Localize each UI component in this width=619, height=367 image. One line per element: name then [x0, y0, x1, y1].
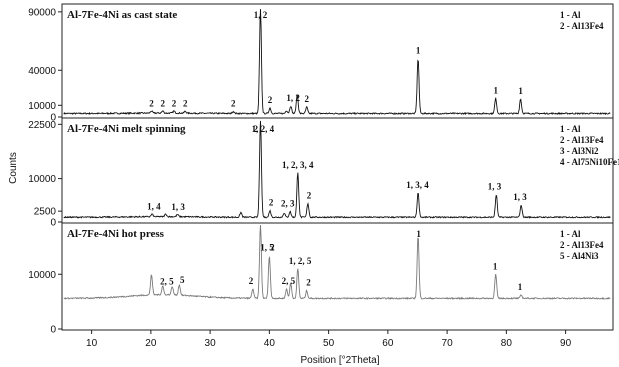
peak-label: 2 [249, 276, 254, 286]
y-tick-label: 10000 [28, 270, 56, 281]
peak-label: 1, 2, 3, 4 [282, 160, 314, 170]
x-tick-label: 30 [205, 338, 217, 349]
legend-entry: 2 - Al13Fe4 [560, 135, 604, 145]
peak-label: 2 [270, 243, 275, 253]
y-tick-label: 40000 [28, 66, 56, 77]
peak-label: 1, 2, 5 [289, 256, 312, 266]
y-tick-label: 10000 [28, 101, 56, 112]
legend-entry: 1 - Al [560, 229, 581, 239]
x-tick-label: 10 [86, 338, 98, 349]
peak-label: 1, 5 [260, 243, 274, 253]
peak-label: 2 [149, 98, 154, 108]
legend-entry: 2 - Al13Fe4 [560, 21, 604, 31]
y-tick-label: 0 [50, 113, 56, 124]
xrd-series-line [63, 9, 611, 116]
peak-label: 1, 2 [254, 10, 268, 20]
peak-label: 2 [306, 278, 311, 288]
peak-label: 2 [253, 124, 258, 134]
x-tick-label: 20 [145, 338, 157, 349]
peak-label: 2 [269, 198, 274, 208]
peak-label: 2 [160, 99, 165, 109]
peak-label: 1, 3 [488, 182, 502, 192]
peak-label: 1, 3 [171, 202, 185, 212]
legend-entry: 1 - Al [560, 124, 581, 134]
peak-label: 1 [493, 85, 498, 95]
panel-title: Al-7Fe-4Ni as cast state [67, 9, 177, 21]
y-tick-label: 0 [50, 325, 56, 336]
x-tick-label: 50 [323, 338, 335, 349]
peak-label: 1, 4 [147, 202, 161, 212]
peak-label: 1 [518, 86, 523, 96]
legend-entry: 4 - Al75Ni10Fe15 [560, 157, 619, 167]
peak-label: 1 [518, 282, 523, 292]
x-tick-label: 80 [501, 338, 513, 349]
y-tick-label: 22500 [28, 120, 56, 131]
peak-label: 2, 5 [160, 277, 174, 287]
peak-label: 1 [416, 46, 421, 56]
peak-label: 2 [307, 190, 312, 200]
legend-entry: 1 - Al [560, 10, 581, 20]
y-axis-label: Counts [8, 152, 19, 184]
peak-label: 2 [172, 98, 177, 108]
peak-label: 1 [416, 229, 421, 239]
panel-title: Al-7Fe-4Ni hot press [67, 228, 165, 240]
peak-label: 1, 3 [513, 192, 527, 202]
legend-entry: 5 - Al4Ni3 [560, 251, 599, 261]
legend-entry: 2 - Al13Fe4 [560, 240, 604, 250]
peak-label: 2 [231, 98, 236, 108]
peak-label: 2 [183, 99, 188, 109]
x-tick-label: 70 [442, 338, 454, 349]
peak-label: 2 [268, 95, 273, 105]
peak-label: 2, 5 [282, 276, 296, 286]
plot-frame [61, 3, 614, 331]
peak-label: 1 [493, 261, 498, 271]
panel-title: Al-7Fe-4Ni melt spinning [67, 123, 186, 135]
peak-label: 1, 2 [286, 93, 300, 103]
legend-entry: 3 - Al3Ni2 [560, 146, 599, 156]
peak-label: 2, 3 [281, 199, 295, 209]
x-tick-label: 90 [560, 338, 572, 349]
xrd-series-line [63, 224, 611, 300]
y-tick-label: 10000 [28, 174, 56, 185]
y-tick-label: 90000 [28, 7, 56, 18]
xrd-series-line [63, 120, 611, 219]
x-axis-label: Position [°2Theta] [300, 355, 379, 366]
x-tick-label: 60 [382, 338, 394, 349]
y-tick-label: 0 [50, 218, 56, 229]
peak-label: 2 [304, 94, 309, 104]
peak-label: 5 [180, 275, 185, 285]
y-tick-label: 2500 [34, 207, 57, 218]
peak-label: 1, 2, 4 [252, 124, 275, 134]
peak-label: 1, 3, 4 [406, 180, 429, 190]
x-tick-label: 40 [264, 338, 276, 349]
